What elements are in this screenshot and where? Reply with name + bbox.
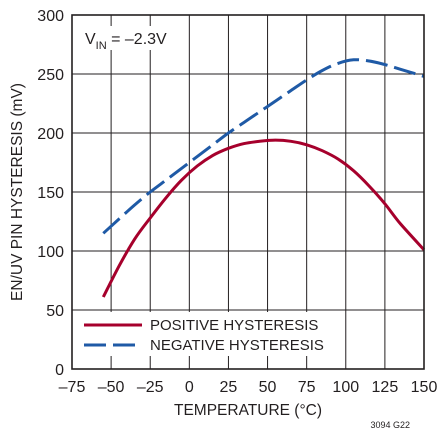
x-tick-label: –25 bbox=[137, 379, 164, 396]
svg-text:VIN = –2.3V: VIN = –2.3V bbox=[85, 31, 167, 52]
x-tick-label: 125 bbox=[372, 379, 399, 396]
condition-annotation: VIN = –2.3V bbox=[82, 26, 186, 52]
y-tick-label: 300 bbox=[37, 8, 64, 25]
y-tick-label: 200 bbox=[37, 126, 64, 143]
positive-hysteresis-line bbox=[101, 138, 426, 298]
legend: POSITIVE HYSTERESIS NEGATIVE HYSTERESIS bbox=[78, 312, 334, 356]
annotation-main: V bbox=[85, 31, 96, 48]
y-tick-label: 250 bbox=[37, 67, 64, 84]
x-tick-label: 50 bbox=[259, 379, 277, 396]
annotation-rest: = –2.3V bbox=[107, 31, 167, 48]
negative-hysteresis-line bbox=[102, 58, 425, 235]
x-tick-labels: –75 –50 –25 0 25 50 75 100 125 150 bbox=[59, 379, 438, 396]
legend-background bbox=[78, 312, 334, 356]
figure-id: 3094 G22 bbox=[370, 420, 410, 430]
x-tick-label: 150 bbox=[411, 379, 438, 396]
y-axis-title: EN/UV PIN HYSTERESIS (mV) bbox=[9, 83, 26, 301]
x-axis-title: TEMPERATURE (°C) bbox=[174, 402, 322, 419]
series-lines bbox=[101, 58, 426, 298]
plot-frame bbox=[71, 14, 425, 370]
y-tick-label: 50 bbox=[46, 303, 64, 320]
legend-label: POSITIVE HYSTERESIS bbox=[150, 317, 318, 334]
x-tick-label: 25 bbox=[220, 379, 238, 396]
x-tick-label: 0 bbox=[185, 379, 194, 396]
y-tick-label: 150 bbox=[37, 185, 64, 202]
x-tick-label: 100 bbox=[332, 379, 359, 396]
x-tick-label: 75 bbox=[298, 379, 316, 396]
y-tick-label: 100 bbox=[37, 244, 64, 261]
x-tick-label: –50 bbox=[98, 379, 125, 396]
y-tick-label: 0 bbox=[55, 362, 64, 379]
legend-label: NEGATIVE HYSTERESIS bbox=[150, 337, 324, 354]
y-tick-labels: 0 50 100 150 200 250 300 bbox=[37, 8, 64, 379]
x-tick-label: –75 bbox=[59, 379, 86, 396]
annotation-subscript: IN bbox=[96, 40, 107, 52]
